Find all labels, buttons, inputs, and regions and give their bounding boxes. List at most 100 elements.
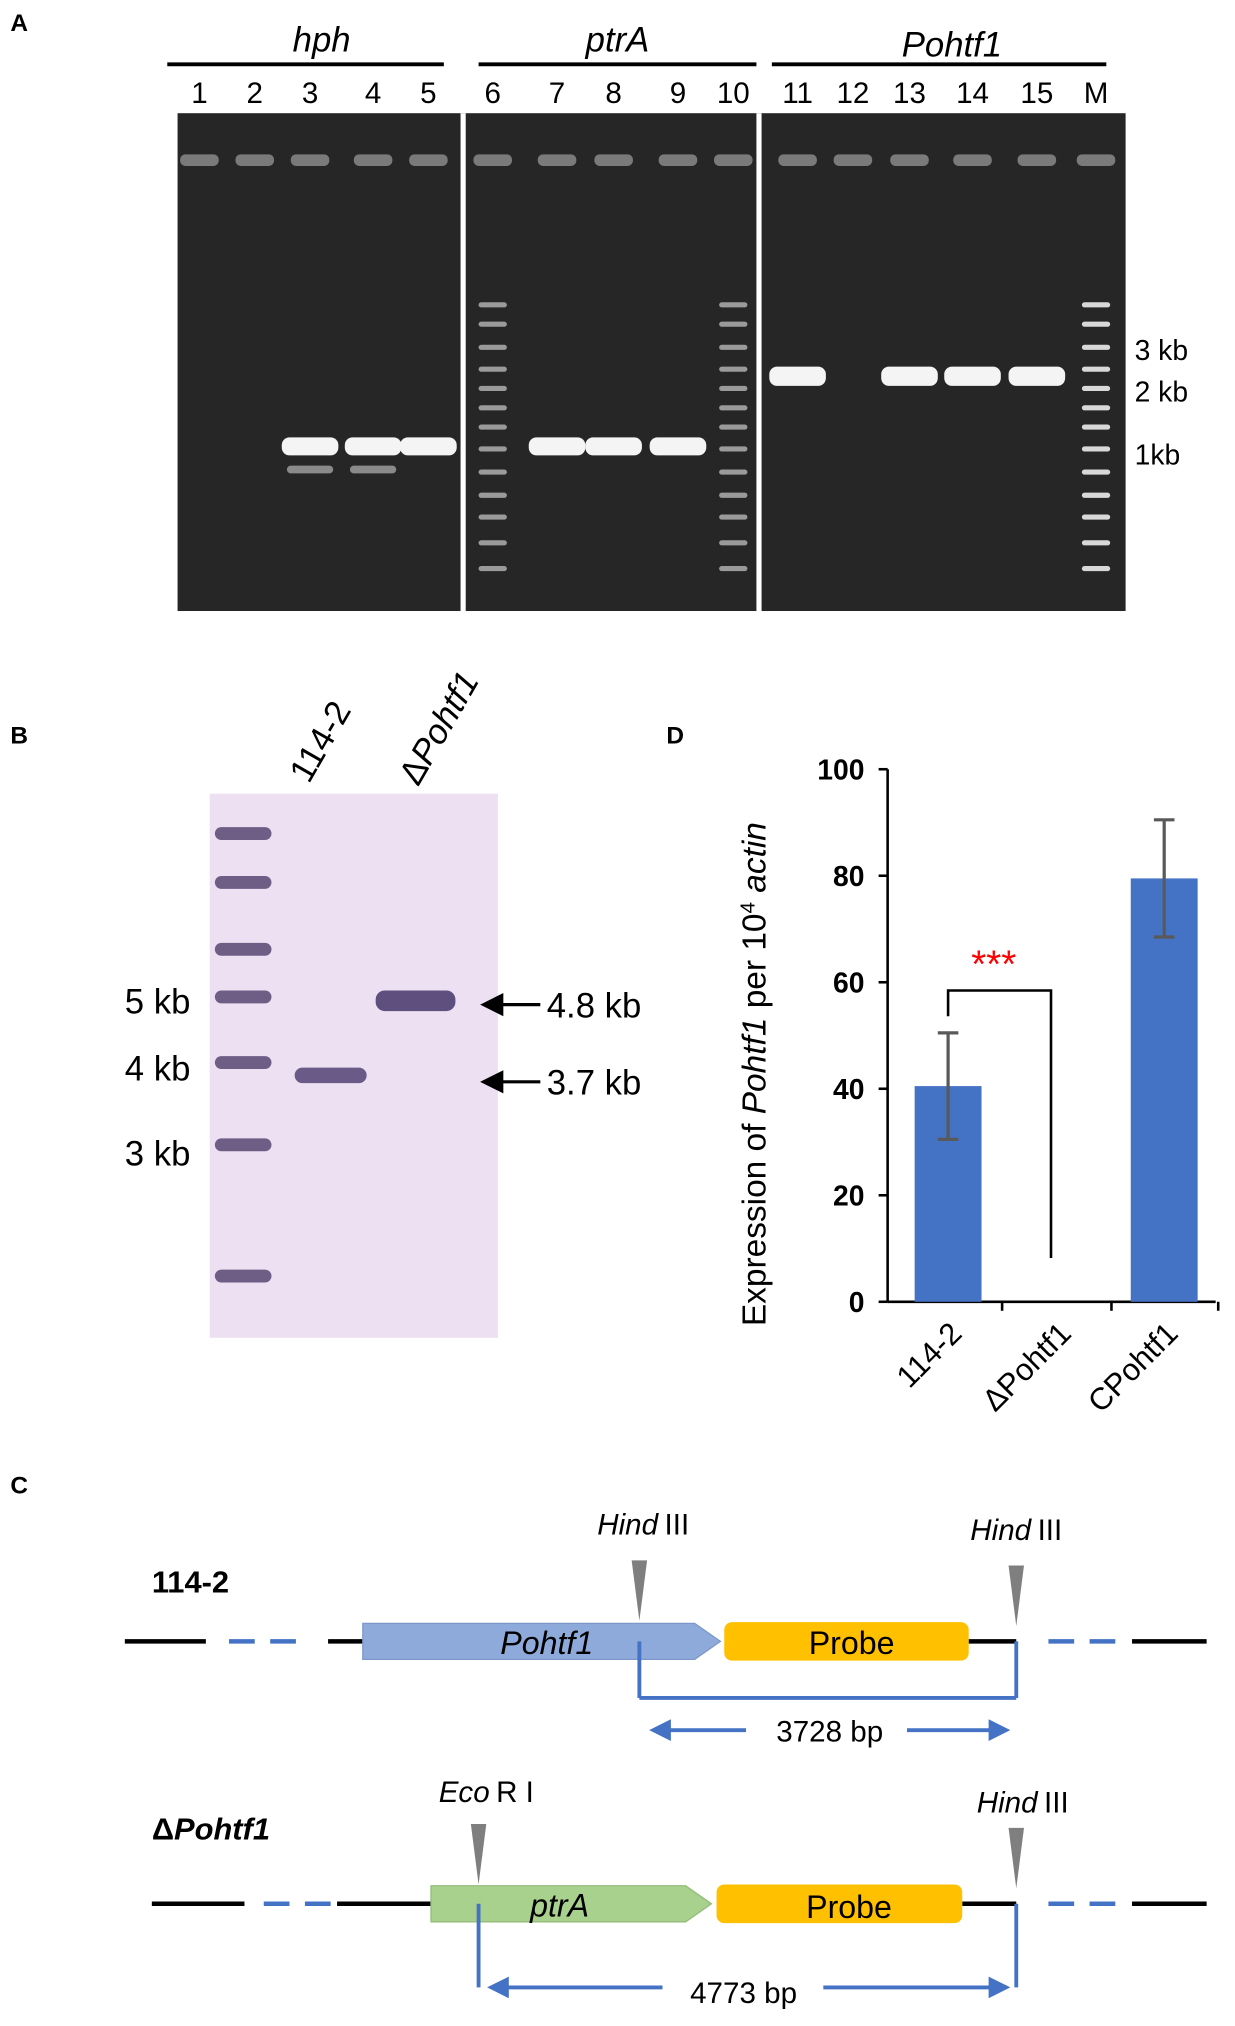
ladder-band [214,942,272,956]
gel-well [353,154,393,166]
lane-number: 14 [956,77,989,110]
lane-labels: 1 2 3 4 5 6 7 8 9 10 11 12 13 14 15 M [191,77,1108,110]
enzyme-number: III [1038,1514,1063,1547]
gel-well [1017,154,1057,166]
size-marker: 1kb [1135,438,1181,470]
panel-label: A [10,10,28,37]
ladder-band [1081,565,1111,572]
x-tick-label: CPohtf1 [1081,1315,1185,1419]
gel-well [594,154,633,166]
ladder-band [1081,405,1111,411]
symbol: Δ [152,1811,174,1846]
gel-band [528,437,586,456]
gel-band [649,437,707,456]
lane-number: 7 [549,77,565,110]
gel-band [286,465,334,474]
gel-bands [180,154,1116,572]
gene-box [430,1885,713,1923]
distance-label: 4773 bp [690,1977,797,2010]
lane-number: 12 [836,77,869,110]
ladder-band [478,321,507,327]
gene: Pohtf1 [404,665,487,771]
ladder-band [719,514,748,520]
probe-label: Probe [809,1625,895,1661]
ladder-band [1081,492,1111,498]
gel-well [713,154,753,166]
lane-number: 1 [191,77,207,110]
gel-image [177,113,1126,612]
y-tick-label: 40 [833,1073,864,1105]
y-tick-label: 100 [817,754,864,786]
lane-number: 9 [670,77,686,110]
ladder-band [214,827,272,840]
size-marker: 4 kb [125,1051,191,1089]
bar [1130,878,1198,1302]
size-marker: 2 kb [1135,375,1188,407]
probe-box [716,1884,963,1924]
gel-band [585,437,642,456]
y-label-part: per 10 [736,913,773,1017]
probe-box [724,1622,969,1661]
y-axis-label: Expression of Pohtf1 per 104 actin [736,822,774,1326]
site-label: Hind III [597,1509,689,1542]
ladder-band [1081,366,1111,372]
lane-label: ΔPohtf1 [392,665,487,791]
ladder-band [478,492,507,498]
lane-number: 15 [1020,77,1053,110]
y-label-part: Expression of [736,1114,773,1326]
gel-well [778,154,817,166]
ladder-band [214,1269,272,1283]
probe-label: Probe [806,1889,892,1925]
lane-number: 13 [893,77,926,110]
site-label: Hind III [970,1514,1062,1547]
ladder-band [1081,514,1111,520]
gel-well [235,154,275,166]
distance-bracket [476,1903,1019,1999]
enzyme: Hind [597,1509,659,1542]
ladder-band [214,876,272,889]
enzyme-number: III [1044,1786,1069,1819]
ladder-band [1081,540,1111,546]
strain: Pohtf1 [174,1811,270,1846]
lane-label: 114-2 [283,695,359,789]
y-label-part [736,893,773,902]
gel-separator [756,113,762,612]
gel-well [409,154,448,166]
strain-label: 114-2 [152,1565,229,1600]
enzyme-number: III [665,1509,690,1542]
ladder-band [1081,321,1111,327]
ladder-band [719,405,748,411]
gene-label: Pohtf1 [500,1625,593,1661]
ladder-band [214,990,272,1004]
group-label: hph [293,21,351,59]
enzyme: Hind [977,1786,1039,1819]
ladder-band [1081,424,1111,430]
gel-well [658,154,698,166]
ladder-band [719,366,748,372]
ladder-band [1081,302,1111,308]
gel-well [473,154,513,166]
gel-well [290,154,330,166]
enzyme: Eco [439,1776,490,1809]
enzyme: Hind [970,1514,1032,1547]
blot-band [294,1067,367,1084]
enzyme-number: R I [496,1776,534,1809]
gel-band [400,437,457,456]
gel-well [953,154,992,166]
ladder-band [478,514,507,520]
ladder-band [719,565,748,572]
group-label: Pohtf1 [902,27,1002,65]
ladder-band [719,492,748,498]
gel-band [344,437,402,456]
gene-box [362,1622,722,1661]
ladder-band [478,469,507,475]
group-label: ptrA [585,21,650,59]
ladder-band [1081,385,1111,392]
ladder-band [1081,344,1111,350]
y-label-part: actin [736,822,773,893]
ladder-band [478,302,507,308]
ladder-band [719,446,748,452]
ladder-band [478,405,507,411]
gel-band [349,465,397,474]
gel-well [1076,154,1116,166]
